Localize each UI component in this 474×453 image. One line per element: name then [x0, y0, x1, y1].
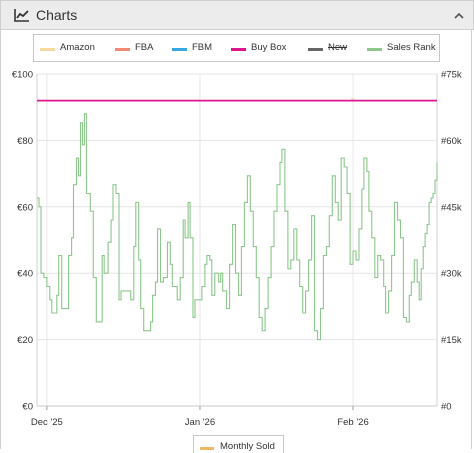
y-left-tick-label: €20 — [17, 335, 33, 346]
legend-label: Buy Box — [251, 42, 287, 53]
x-tick-label: Dec '25 — [31, 417, 63, 428]
x-tick-label: Feb '26 — [337, 417, 368, 428]
legend-label: Sales Rank — [387, 42, 436, 53]
line-chart-icon — [14, 8, 30, 27]
legend-label: FBM — [192, 42, 213, 53]
legend-swatch — [115, 48, 130, 51]
y-right-tick-label: #15k — [441, 335, 462, 346]
bottom-legend-monthly-sold[interactable]: Monthly Sold — [193, 435, 284, 453]
x-tick-label: Jan '26 — [185, 417, 215, 428]
y-right-tick-label: #60k — [441, 136, 462, 147]
series-line-sales-rank — [37, 113, 438, 341]
y-right-tick-label: #45k — [441, 202, 462, 213]
y-right-tick-label: #75k — [441, 70, 462, 81]
y-left-tick-label: €100 — [12, 70, 33, 81]
panel-title: Charts — [36, 7, 78, 23]
legend-label: New — [328, 42, 348, 53]
y-left-tick-label: €0 — [22, 402, 33, 413]
y-left-tick-label: €40 — [17, 269, 33, 280]
price-history-chart[interactable]: €0 #0 €20 #15k €40 #30k €60 #45k €80 #60k €100 #75k… — [0, 62, 474, 435]
legend-swatch — [308, 48, 323, 51]
charts-header[interactable]: Charts — [0, 0, 474, 30]
legend-label: Monthly Sold — [220, 441, 275, 452]
legend-swatch — [172, 48, 187, 51]
y-right-tick-label: #30k — [441, 269, 462, 280]
legend-label: Amazon — [60, 42, 95, 53]
legend-label: FBA — [135, 42, 154, 53]
y-right-tick-label: #0 — [441, 402, 452, 413]
y-left-tick-label: €60 — [17, 202, 33, 213]
chart-legend: Amazon FBA FBM Buy Box New Sales Rank — [33, 34, 440, 62]
y-left-tick-label: €80 — [17, 136, 33, 147]
chevron-up-icon[interactable] — [453, 9, 465, 27]
legend-swatch — [231, 48, 246, 51]
legend-swatch — [40, 48, 55, 51]
legend-swatch — [367, 48, 382, 51]
legend-swatch — [200, 447, 214, 450]
